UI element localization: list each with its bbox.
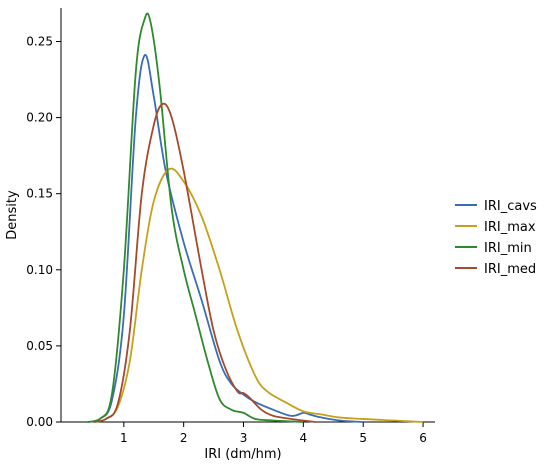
x-tick-label: 2 [180,431,188,445]
legend: IRI_cavs IRI_max IRI_min IRI_med [455,199,537,277]
y-tick-label: 0.25 [26,34,53,48]
series-line-iri-min [87,12,304,423]
y-tick-label: 0.15 [26,187,53,201]
x-tick-label: 3 [240,431,248,445]
y-axis-title: Density [5,190,20,240]
y-tick-label: 0.20 [26,111,53,125]
legend-label-iri-min: IRI_min [484,241,532,256]
series-lines [87,12,424,423]
y-tick-label: 0.10 [26,263,53,277]
legend-label-iri-med: IRI_med [484,262,536,277]
y-tick-label: 0.00 [26,415,53,429]
legend-label-iri-max: IRI_max [484,220,536,235]
y-tick-label: 0.05 [26,339,53,353]
series-line-iri-max [93,167,424,423]
x-tick-label: 5 [359,431,367,445]
x-tick-label: 4 [300,431,308,445]
axes: 1 2 3 4 5 6 0.00 0.05 0.10 0.15 0.20 0.25 [26,8,435,445]
series-line-iri-cavs [87,54,364,423]
x-tick-label: 1 [120,431,128,445]
legend-label-iri-cavs: IRI_cavs [484,199,537,214]
x-tick-label: 6 [419,431,427,445]
x-axis-title: IRI (dm/hm) [204,447,281,462]
series-line-iri-med [93,102,316,423]
